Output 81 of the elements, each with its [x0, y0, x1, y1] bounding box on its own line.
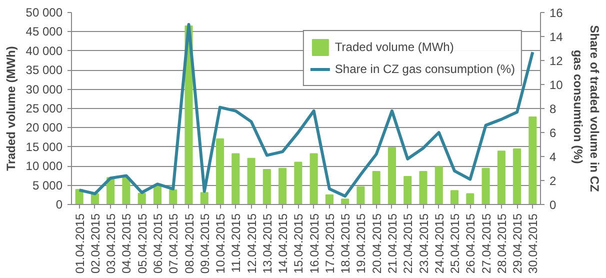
x-tick-label: 07.04.2015 [166, 213, 181, 274]
x-tick-label: 19.04.2015 [354, 213, 368, 274]
bar [356, 186, 365, 204]
x-tick-label: 05.04.2015 [135, 213, 150, 274]
x-tick-label: 04.04.2015 [120, 213, 134, 274]
x-tick-label: 18.04.2015 [338, 213, 353, 274]
x-tick-label: 01.04.2015 [72, 213, 87, 274]
bar [200, 192, 208, 204]
x-tick-label: 30.04.2015 [526, 213, 540, 274]
x-tick-label: 02.04.2015 [88, 213, 102, 274]
y-tick-label: 20 000 [26, 120, 63, 135]
y-tick-label: 30 000 [26, 82, 63, 96]
x-tick-label: 25.04.2015 [448, 213, 462, 274]
legend-label: Traded volume (MWh) [334, 40, 454, 54]
y-tick-label: 25 000 [26, 102, 63, 116]
y2-tick-label: 12 [550, 54, 564, 68]
bar [528, 116, 537, 204]
bar [372, 170, 380, 204]
bar [169, 189, 178, 204]
y-tick-label: 40 000 [26, 44, 63, 58]
bar [294, 162, 302, 204]
y-tick-label: 15 000 [26, 140, 63, 154]
x-tick-label: 20.04.2015 [370, 213, 384, 274]
y2-tick-label: 2 [550, 174, 556, 188]
legend-label: Share in CZ gas consumption (%) [334, 62, 515, 76]
y-tick-label: 10 000 [26, 159, 63, 174]
line-series [78, 23, 534, 198]
x-tick-label: 22.04.2015 [401, 213, 416, 274]
x-tick-label: 26.04.2015 [464, 213, 478, 274]
bar [325, 194, 334, 204]
y-axis-title: Traded volume (MWh) [4, 46, 18, 171]
y-tick-label: 0 [56, 198, 63, 212]
x-tick-label: 24.04.2015 [432, 213, 446, 274]
y2-tick-label: 14 [550, 30, 564, 44]
bar [216, 138, 224, 204]
bar [466, 193, 474, 204]
bar [262, 169, 271, 204]
x-tick-label: 13.04.2015 [260, 213, 274, 274]
x-tick-label: 28.04.2015 [494, 213, 509, 274]
y2-tick-label: 4 [550, 150, 556, 164]
y-tick-label: 50 000 [26, 6, 63, 20]
x-tick-label: 10.04.2015 [214, 213, 228, 274]
x-tick-label: 11.04.2015 [229, 213, 244, 273]
y2-tick-label: 10 [550, 78, 564, 92]
bar [450, 190, 459, 204]
x-tick-label: 23.04.2015 [416, 213, 431, 274]
bar [419, 170, 428, 204]
x-tick-label: 12.04.2015 [244, 213, 259, 274]
bar [310, 153, 318, 204]
x-tick-label: 09.04.2015 [198, 213, 212, 274]
y2-tick-label: 16 [550, 6, 564, 20]
bar [138, 192, 146, 204]
x-tick-label: 27.04.2015 [479, 213, 494, 274]
bar [122, 177, 130, 204]
y2-tick-label: 8 [550, 102, 556, 116]
bar [434, 166, 443, 204]
bar [404, 176, 412, 204]
x-tick-label: 15.04.2015 [292, 213, 306, 274]
y2-axis-title: Share of traded volume in CZ gas consumtion (%) [570, 25, 602, 192]
x-tick-label: 21.04.2015 [385, 213, 400, 274]
y-tick-label: 5 000 [32, 178, 63, 192]
bar [247, 158, 256, 204]
bar [278, 168, 287, 204]
bar [341, 198, 350, 204]
bar [232, 153, 240, 204]
bar [513, 148, 522, 204]
y-tick-label: 35 000 [26, 63, 63, 78]
x-tick-label: 16.04.2015 [307, 213, 322, 274]
y2-tick-label: 0 [550, 198, 556, 212]
x-tick-label: 06.04.2015 [150, 213, 165, 274]
x-tick-label: 14.04.2015 [276, 213, 290, 274]
x-tick-label: 17.04.2015 [322, 213, 337, 274]
x-tick-label: 03.04.2015 [104, 213, 118, 274]
y2-tick-label: 6 [550, 126, 556, 140]
y-tick-label: 45 000 [26, 24, 63, 39]
x-tick-label: 08.04.2015 [182, 213, 196, 274]
bar [388, 147, 396, 204]
bar [153, 186, 162, 204]
bar [497, 150, 506, 204]
bar [482, 168, 490, 204]
x-tick-label: 29.04.2015 [510, 213, 525, 274]
